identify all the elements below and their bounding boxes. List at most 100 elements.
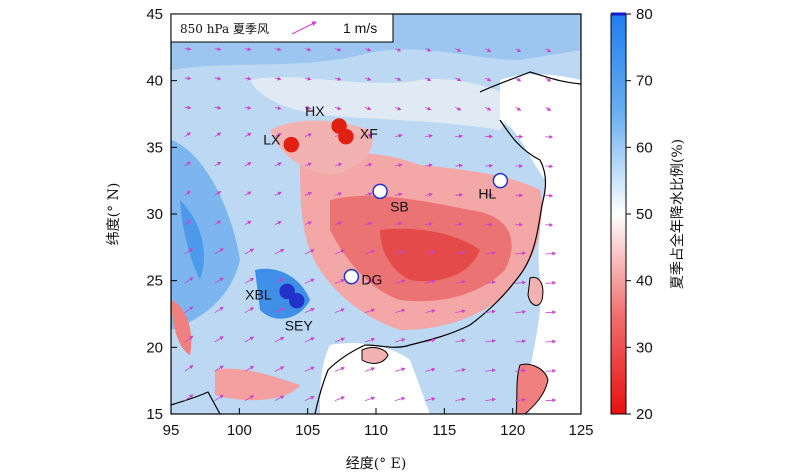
station-label-hx: HX [305,103,325,119]
station-marker-sey [288,292,305,309]
wind-vector [364,133,373,138]
x-tick-label: 105 [295,422,320,439]
wind-vector [214,76,222,81]
wind-vector [244,76,252,81]
wind-vector [214,161,222,167]
wind-vector [394,106,402,111]
colorbar-tick-label: 70 [636,73,653,90]
wind-vector [545,398,557,403]
station-marker-hx [331,118,347,134]
wind-vector [244,105,252,110]
wind-vector [184,105,192,110]
wind-vector [515,106,522,111]
wind-vector [395,221,403,226]
colorbar-tick-label: 40 [636,273,653,290]
wind-vector [304,278,315,284]
wind-vector [244,220,252,226]
wind-vector [515,251,527,256]
wind-vector [455,368,466,372]
wind-vector [425,367,436,372]
wind-vector [334,162,343,167]
wind-vector [545,48,552,53]
wind-vector [334,308,346,314]
wind-vector [425,279,436,284]
wind-vector [214,220,222,226]
y-tick-label: 45 [146,6,163,23]
wind-vector [274,366,285,372]
station-marker-sb [372,183,388,200]
x-tick-label: 115 [432,422,456,439]
wind-vector [304,192,313,196]
wind-vector [485,309,497,314]
wind-vector [274,307,285,314]
wind-vector [455,106,462,111]
wind-vector [485,48,492,52]
wind-vector [395,396,406,402]
wind-vector [455,77,462,82]
wind-vector [334,221,343,226]
wind-vector [545,280,557,285]
wind-vector [485,251,497,255]
x-axis: 95 100 105 110 115 120 125 [163,408,594,439]
wind-vector [274,278,285,284]
wind-vector [334,47,342,52]
wind-vector [425,106,432,111]
wind-vector [364,77,372,81]
wind-vector [304,47,312,52]
wind-vector [455,250,466,255]
x-tick-label: 125 [568,422,593,439]
wind-vector [485,368,497,373]
wind-vector [214,47,222,52]
wind-vector [244,132,252,138]
wind-vector [274,133,282,138]
x-tick-label: 95 [163,422,180,439]
wind-vector [214,105,222,110]
wind-vector [545,77,552,82]
wind-vectors [184,46,557,403]
station-marker-xbl [279,283,295,300]
wind-vector [425,338,436,343]
legend-ref-label: 1 m/s [343,20,377,36]
wind-vector [214,365,224,372]
legend-title: 850 hPa 夏季风 [180,22,269,36]
wind-vector [274,162,282,167]
y-tick-label: 25 [146,273,163,290]
wind-vector [515,339,527,344]
wind-vector [214,306,224,314]
wind-vector [274,337,285,343]
wind-vector [395,279,406,284]
wind-vector [244,277,255,284]
wind-vector [485,397,497,402]
wind-vector [395,338,406,343]
wind-vector [455,338,466,343]
wind-vector [304,337,315,343]
wind-vector [304,366,315,372]
wind-vector [304,76,312,81]
wind-vector [244,395,255,402]
station-label-xf: XF [360,126,378,142]
wind-vector [214,336,224,343]
station-label-hl: HL [478,186,496,202]
station-label-xbl: XBL [245,286,272,302]
wind-vector [184,365,194,372]
wind-vector [334,396,346,402]
wind-vector [214,248,224,255]
wind-vector [334,278,346,284]
wind-vector [545,310,557,315]
wind-vector [304,162,313,167]
wind-vector [184,132,191,137]
wind-vector [545,251,557,256]
y-tick-label: 20 [146,339,163,356]
wind-vector [334,76,342,81]
wind-vector [545,368,557,373]
wind-vector [274,105,282,110]
wind-vector [184,76,192,81]
colorbar-tick-label: 60 [636,139,653,156]
wind-vector [364,308,376,314]
wind-vector [244,248,255,255]
wind-vector [395,367,406,372]
y-axis-label: 纬度(° N) [106,183,122,246]
x-tick-label: 120 [500,422,525,439]
wind-vector [304,249,315,255]
station-marker-hl [492,172,509,189]
